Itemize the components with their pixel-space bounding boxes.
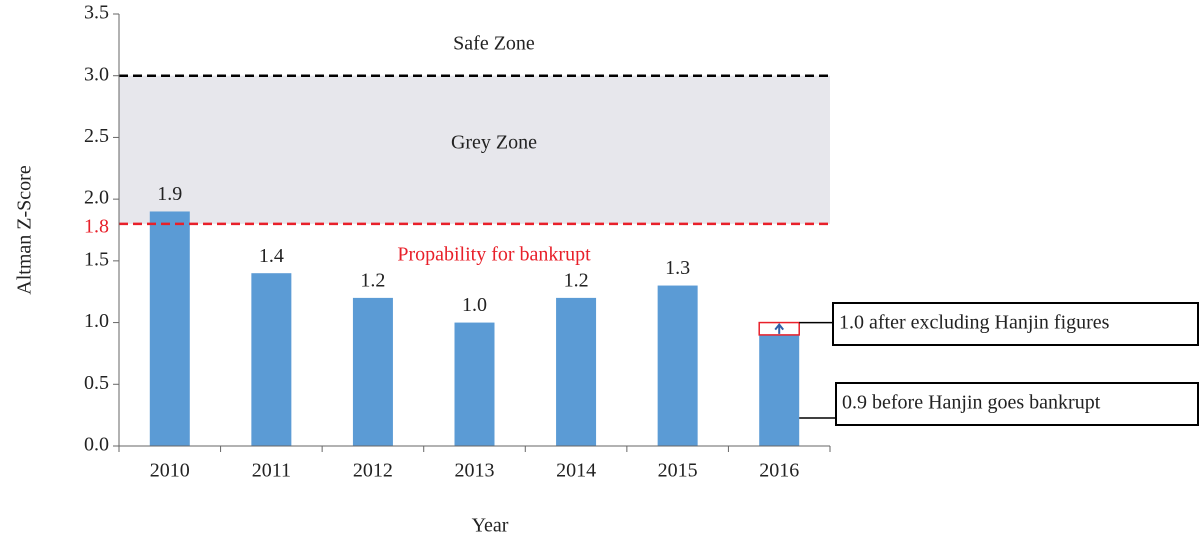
value-label: 1.0	[462, 294, 487, 316]
zone-label: Grey Zone	[451, 131, 537, 153]
zone-label: Propability for bankrupt	[397, 243, 591, 265]
y-tick-label: 3.5	[84, 2, 109, 24]
callout-text: 0.9 before Hanjin goes bankrupt	[842, 392, 1101, 414]
zone-label: Safe Zone	[453, 32, 535, 54]
callout-text: 1.0 after excluding Hanjin figures	[839, 312, 1110, 334]
y-tick-label: 1.0	[84, 310, 109, 332]
y-tick-label: 2.0	[84, 187, 109, 209]
callout-box	[832, 302, 1199, 346]
bar	[556, 297, 597, 446]
bar	[149, 211, 190, 446]
callout-box	[835, 382, 1199, 426]
y-tick-label: 1.5	[84, 248, 109, 270]
bar	[759, 334, 800, 446]
bar	[251, 273, 292, 446]
value-label: 1.2	[360, 269, 385, 291]
zone-band	[119, 75, 830, 224]
adjustment-box	[758, 321, 800, 336]
threshold-label: 1.8	[84, 215, 109, 237]
value-label: 1.2	[564, 269, 589, 291]
y-tick-label: 2.5	[84, 125, 109, 147]
x-tick-label: 2014	[556, 460, 596, 482]
adjustment-arrowhead	[774, 322, 784, 331]
x-tick-label: 2015	[658, 460, 698, 482]
y-axis-title: Altman Z-Score	[14, 165, 36, 295]
x-tick-label: 2010	[150, 460, 190, 482]
x-tick-label: 2013	[455, 460, 495, 482]
bar	[352, 297, 393, 446]
x-tick-label: 2011	[252, 460, 291, 482]
value-label: 1.3	[665, 257, 690, 279]
value-label: 1.4	[259, 245, 284, 267]
value-label: 1.9	[157, 183, 182, 205]
y-tick-label: 0.0	[84, 434, 109, 456]
bar	[454, 322, 495, 446]
x-axis-title: Year	[472, 515, 509, 537]
bar	[657, 285, 698, 446]
x-tick-label: 2012	[353, 460, 393, 482]
x-tick-label: 2016	[759, 460, 799, 482]
y-tick-label: 0.5	[84, 372, 109, 394]
y-tick-label: 3.0	[84, 63, 109, 85]
